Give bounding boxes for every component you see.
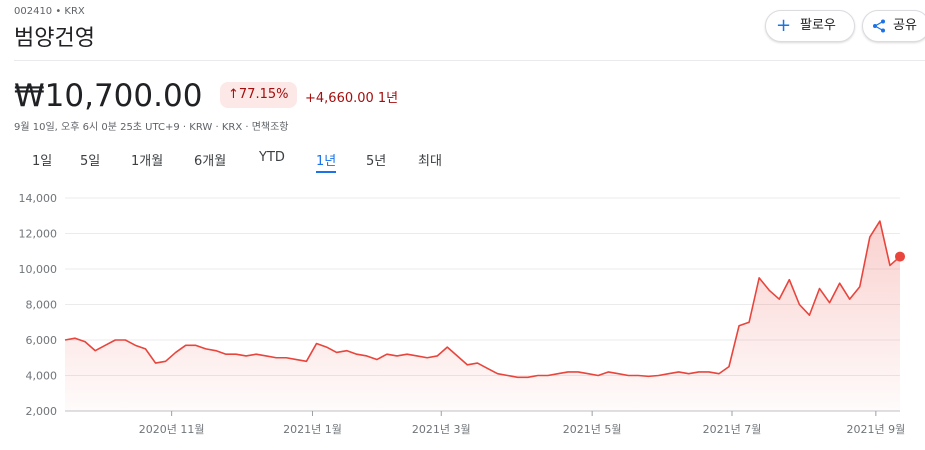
area-fill — [65, 221, 900, 411]
range-tab[interactable]: 5년 — [366, 154, 387, 169]
x-tick-label: 2021년 9월 — [846, 423, 905, 436]
range-tab[interactable]: YTD — [259, 150, 285, 165]
stock-name: 범양건영 — [14, 26, 95, 51]
y-tick-label: 12,000 — [19, 228, 58, 241]
ticker: 002410 • KRX — [14, 6, 85, 17]
timestamp: 9월 10일, 오후 6시 0분 25초 UTC+9 · KRW · KRX ·… — [14, 122, 289, 133]
chart: 2,000 4,000 6,000 8,000 10,000 12,000 14,000 20… — [19, 192, 906, 436]
y-tick-label: 2,000 — [26, 405, 58, 418]
range-tab[interactable]: 1년 — [316, 150, 337, 173]
plus-icon: + — [776, 15, 792, 36]
range-tab[interactable]: 6개월 — [194, 154, 227, 169]
x-tick-label: 2021년 5월 — [563, 423, 622, 436]
divider — [14, 60, 925, 61]
price: ₩10,700.00 — [14, 78, 203, 114]
change-badge: ↑77.15% — [220, 82, 297, 108]
share-button[interactable]: 공유 — [862, 10, 925, 42]
change-value: +4,660.00 1년 — [305, 91, 399, 106]
up-arrow: ↑ — [228, 87, 239, 102]
follow-button[interactable]: + 팔로우 — [765, 10, 855, 42]
y-tick-label: 6,000 — [26, 334, 58, 347]
x-tick-label: 2020년 11월 — [139, 423, 205, 436]
x-tick-label: 2021년 3월 — [412, 423, 471, 436]
y-tick-label: 8,000 — [26, 299, 58, 312]
x-tick-label: 2021년 1월 — [283, 423, 342, 436]
x-tick-label: 2021년 7월 — [703, 423, 762, 436]
range-tab[interactable]: 1개월 — [131, 154, 164, 169]
y-tick-label: 10,000 — [19, 263, 58, 276]
share-icon — [873, 19, 885, 33]
y-tick-label: 14,000 — [19, 192, 58, 205]
range-tab[interactable]: 최대 — [418, 154, 442, 169]
change-percent: 77.15% — [238, 87, 289, 102]
follow-label: 팔로우 — [800, 18, 836, 33]
range-tab[interactable]: 5일 — [80, 154, 101, 169]
share-label: 공유 — [893, 18, 917, 33]
last-point — [895, 251, 905, 262]
y-tick-label: 4,000 — [26, 370, 58, 383]
price-line — [64, 220, 901, 379]
range-tab[interactable]: 1일 — [32, 154, 53, 169]
